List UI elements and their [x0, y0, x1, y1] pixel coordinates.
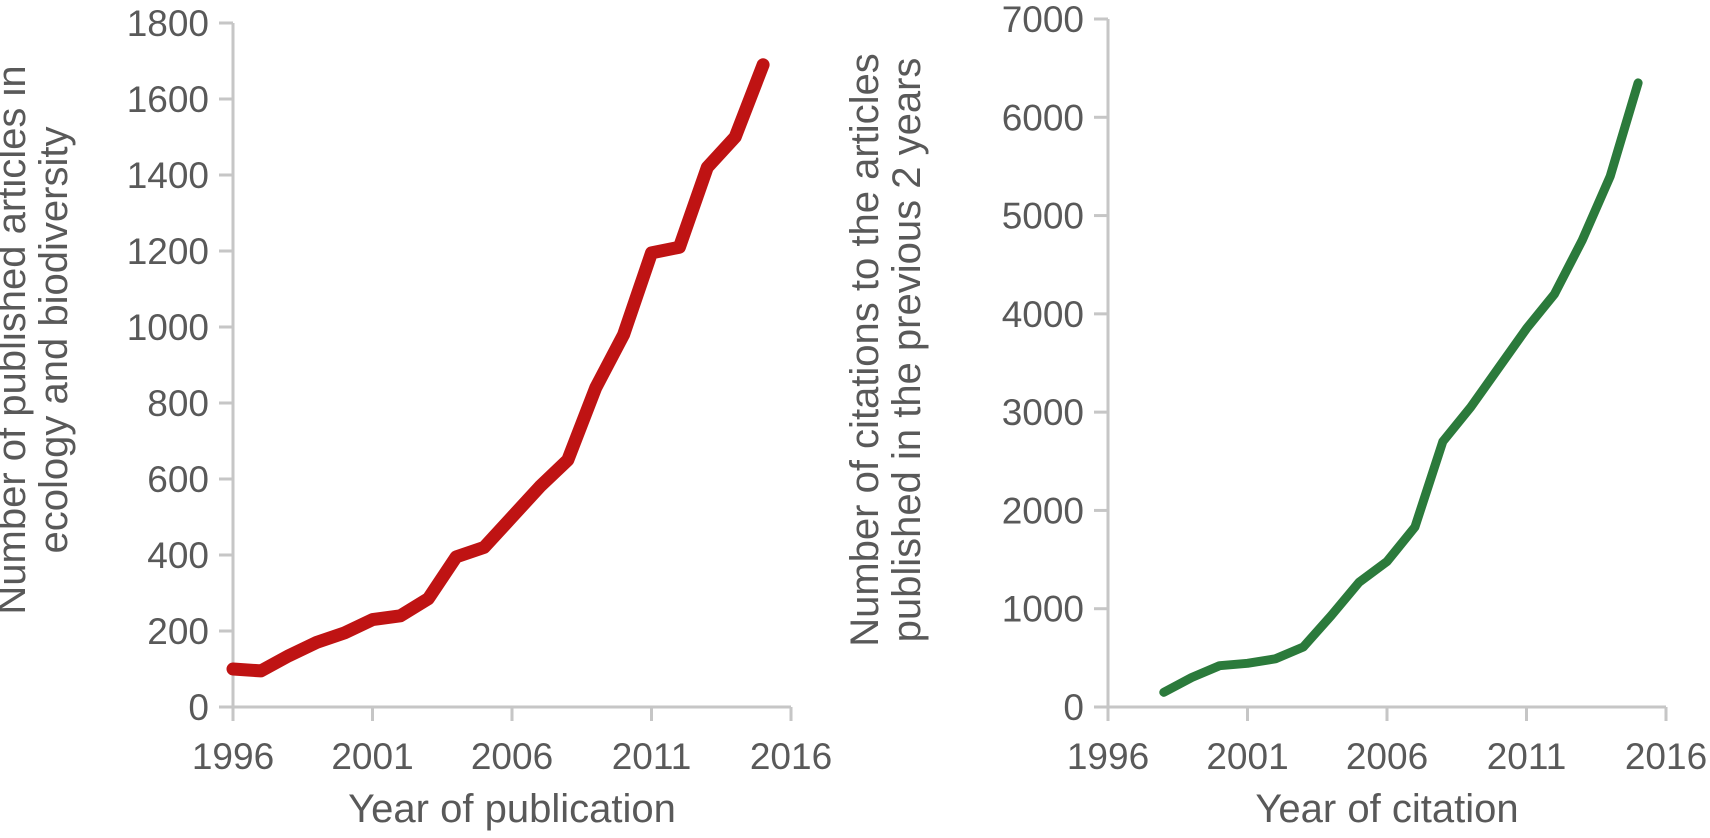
- y-tick-label: 400: [147, 535, 209, 576]
- y-tick-label: 800: [147, 383, 209, 424]
- x-tick-label: 2016: [1625, 736, 1707, 777]
- y-tick-label: 600: [147, 459, 209, 500]
- series-line-publications: [226, 58, 770, 678]
- y-tick-label: 1800: [127, 3, 209, 44]
- chart-citations: 0 1000 2000 3000 4000 5000 6000 7000 1996 2001 200…: [843, 0, 1707, 831]
- x-axis-title: Year of citation: [1255, 787, 1518, 831]
- x-tick-label: 2001: [1206, 736, 1288, 777]
- y-tick-label: 7000: [1002, 0, 1084, 40]
- x-tick-label: 1996: [1067, 736, 1149, 777]
- x-tick-label: 2011: [612, 736, 692, 777]
- y-tick-label: 0: [188, 687, 209, 728]
- x-tick-label: 1996: [192, 736, 274, 777]
- x-tick-label: 2016: [750, 736, 832, 777]
- series-line-citations: [1159, 78, 1643, 697]
- y-tick-label: 1000: [127, 307, 209, 348]
- x-tick-label: 2006: [1346, 736, 1428, 777]
- y-tick-label: 6000: [1002, 97, 1084, 138]
- y-tick-label: 200: [147, 611, 209, 652]
- y-axis-title-line: published in the previous 2 years: [885, 58, 929, 643]
- y-tick-label: 5000: [1002, 196, 1084, 237]
- x-tick-label: 2011: [1487, 736, 1567, 777]
- y-axis-title-line: Number of published articles in: [0, 65, 34, 614]
- x-axis-title: Year of publication: [348, 787, 676, 831]
- y-tick-label: 1400: [127, 155, 209, 196]
- y-tick-label: 3000: [1002, 392, 1084, 433]
- chart-publications: 0 200 400 600 800 1000 1200 1400 1600 1800 1996 200…: [0, 3, 832, 831]
- y-axis-title-line: Number of citations to the articles: [843, 53, 887, 647]
- x-tick-label: 2006: [471, 736, 553, 777]
- y-tick-label: 1600: [127, 79, 209, 120]
- y-tick-label: 1200: [127, 231, 209, 272]
- y-tick-label: 2000: [1002, 490, 1084, 531]
- y-tick-label: 4000: [1002, 294, 1084, 335]
- y-axis-title-line: ecology and biodiversity: [32, 127, 76, 554]
- x-tick-label: 2001: [331, 736, 413, 777]
- y-tick-label: 0: [1063, 687, 1084, 728]
- y-tick-label: 1000: [1002, 589, 1084, 630]
